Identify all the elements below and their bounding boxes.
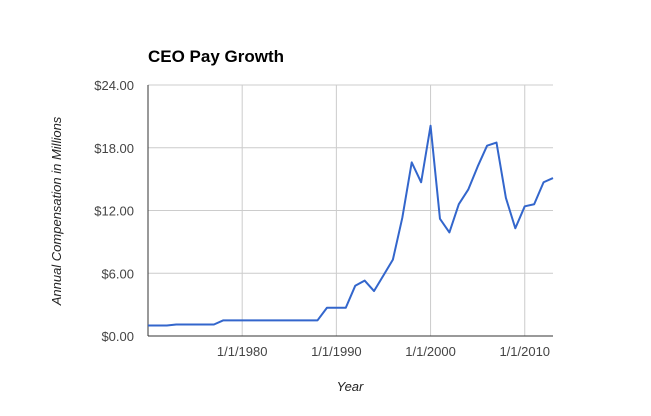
chart-title: CEO Pay Growth: [148, 47, 284, 66]
y-tick-label: $0.00: [101, 329, 134, 344]
x-tick-label: 1/1/2010: [499, 344, 550, 359]
y-tick-label: $12.00: [94, 204, 134, 219]
y-axis-label: Annual Compensation in Millions: [49, 116, 64, 306]
x-axis-label: Year: [337, 379, 364, 394]
y-tick-label: $24.00: [94, 78, 134, 93]
x-tick-label: 1/1/1980: [217, 344, 268, 359]
series-line: [148, 124, 554, 327]
x-tick-label: 1/1/1990: [311, 344, 362, 359]
y-tick-label: $6.00: [101, 266, 134, 281]
y-tick-label: $18.00: [94, 141, 134, 156]
x-tick-label: 1/1/2000: [405, 344, 456, 359]
